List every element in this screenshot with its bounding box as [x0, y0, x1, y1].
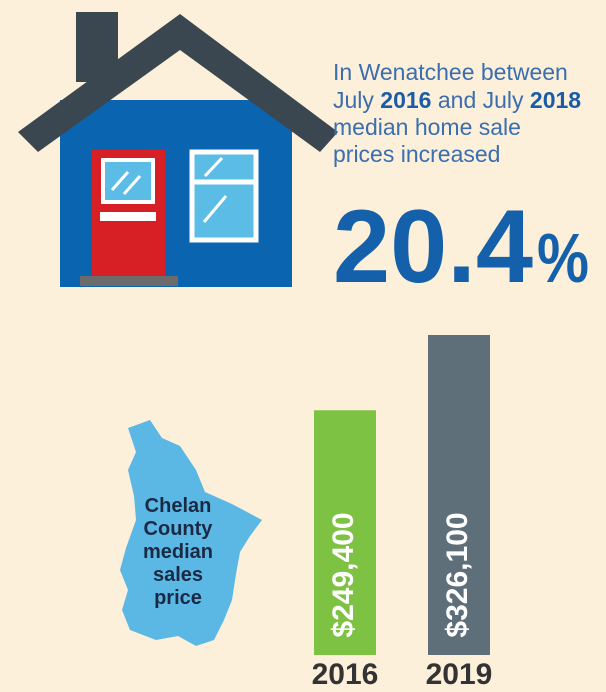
map-label-line: Chelan — [145, 495, 212, 517]
headline: prices increased — [333, 141, 500, 167]
bar — [428, 335, 490, 655]
headline: July 2016 and July 2018 — [333, 87, 581, 113]
map-label-line: price — [154, 587, 202, 609]
house-icon — [18, 12, 338, 287]
headline-part: 2018 — [530, 87, 581, 113]
x-tick-label: 2019 — [426, 658, 493, 691]
map-label-line: median — [143, 541, 213, 563]
county-map — [120, 420, 262, 646]
x-tick-label: 2016 — [312, 658, 379, 691]
headline-part: and July — [438, 87, 524, 113]
bar — [314, 410, 376, 655]
headline-part: 2016 — [380, 87, 431, 113]
map-label-line: sales — [153, 564, 203, 586]
value-label: $326,100 — [441, 512, 474, 637]
map-label-line: County — [144, 518, 214, 540]
stat-value: 20.4 — [333, 189, 533, 305]
value-label: $249,400 — [327, 512, 360, 637]
headline: In Wenatchee between — [333, 59, 568, 85]
stat-unit: % — [537, 219, 589, 297]
headline: median home sale — [333, 114, 521, 140]
headline-part: July — [333, 87, 374, 113]
